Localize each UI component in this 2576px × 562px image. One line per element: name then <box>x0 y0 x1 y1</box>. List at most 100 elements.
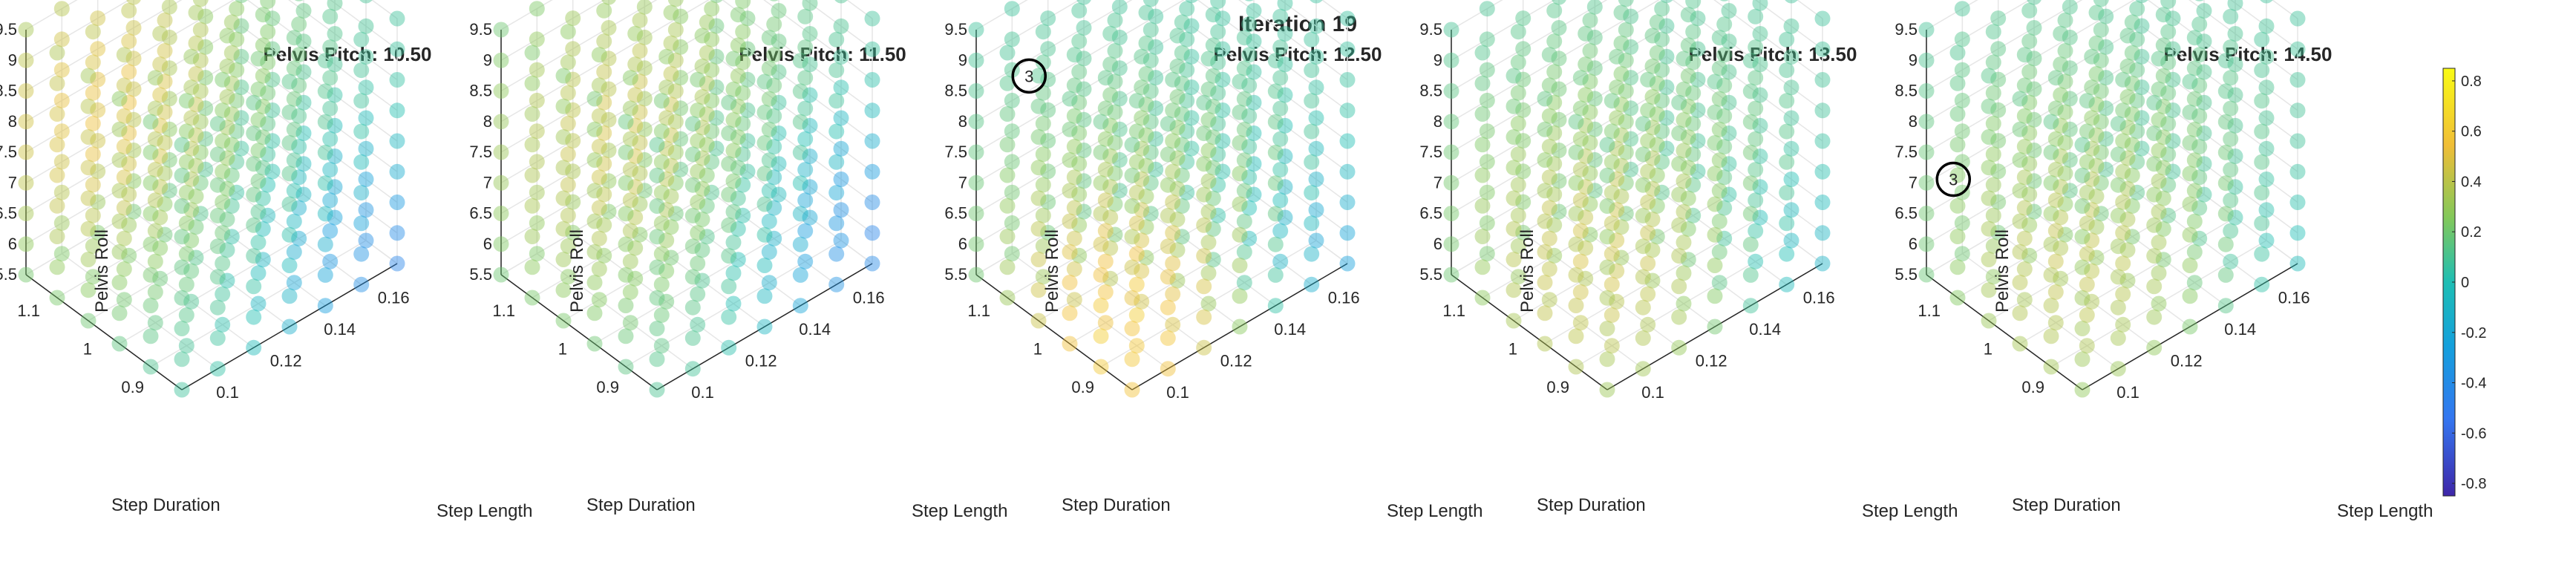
x-tick-label: 0.16 <box>1328 288 1360 307</box>
data-point <box>1609 140 1625 157</box>
data-point <box>1102 270 1119 287</box>
data-point <box>1124 290 1140 306</box>
data-point <box>529 246 545 262</box>
data-point <box>2217 114 2234 130</box>
data-point <box>1506 129 1522 145</box>
data-point <box>529 123 545 140</box>
data-point <box>1267 83 1284 99</box>
data-point <box>197 161 214 177</box>
data-point <box>828 276 845 293</box>
data-point <box>157 104 173 120</box>
data-point <box>1954 1 1970 17</box>
data-point <box>1954 31 1970 48</box>
data-point <box>618 114 634 130</box>
data-point <box>183 232 200 249</box>
data-point <box>90 10 106 27</box>
data-point <box>1232 258 1248 273</box>
data-point <box>2155 98 2171 114</box>
data-point <box>2027 0 2041 5</box>
data-point <box>730 220 746 237</box>
data-point <box>1148 8 1164 24</box>
data-point <box>2227 87 2243 103</box>
data-point <box>2227 148 2243 164</box>
data-point <box>2047 315 2064 331</box>
data-point <box>739 41 756 57</box>
data-point <box>2021 64 2038 80</box>
data-point <box>756 318 773 335</box>
data-point <box>1918 267 1935 283</box>
data-point <box>1185 0 1198 4</box>
data-point <box>1918 52 1935 68</box>
data-point <box>2062 121 2078 137</box>
data-point <box>353 62 370 79</box>
data-point <box>188 219 204 235</box>
data-point <box>1572 131 1589 147</box>
data-point <box>1568 328 1584 344</box>
data-point <box>188 35 204 51</box>
data-point <box>1568 298 1584 313</box>
data-point <box>591 47 607 63</box>
data-point <box>49 167 65 183</box>
data-point <box>2129 93 2145 109</box>
data-point <box>1134 293 1150 310</box>
data-point <box>1613 127 1629 143</box>
data-point <box>2191 200 2208 216</box>
data-point <box>260 146 276 163</box>
data-point <box>1721 156 1737 172</box>
z-tick-label: 7 <box>483 173 492 192</box>
data-point <box>219 27 235 44</box>
data-point <box>1138 127 1154 143</box>
data-point <box>1779 123 1795 140</box>
data-point <box>1676 173 1692 189</box>
data-point <box>1537 305 1553 321</box>
colorbar-tick-label: -0.8 <box>2461 476 2486 492</box>
data-point <box>1599 259 1615 275</box>
data-point <box>1169 58 1186 74</box>
data-point <box>1685 85 1701 101</box>
data-point <box>2115 71 2131 88</box>
data-point <box>260 177 276 193</box>
data-point <box>90 224 106 241</box>
data-point <box>1107 43 1123 59</box>
data-point <box>1990 102 2007 118</box>
data-point <box>1128 93 1145 109</box>
data-point <box>2146 278 2163 295</box>
data-point <box>1618 52 1634 68</box>
data-point <box>317 206 333 222</box>
data-point <box>1582 226 1598 243</box>
data-point <box>649 321 665 336</box>
data-point <box>264 102 281 118</box>
data-point <box>632 73 648 90</box>
data-point <box>524 229 540 244</box>
data-point <box>1783 18 1799 34</box>
data-point <box>161 0 177 15</box>
data-point <box>1537 183 1553 199</box>
data-point <box>246 309 262 325</box>
data-point <box>792 298 808 314</box>
data-point <box>1644 58 1661 74</box>
data-point <box>2016 230 2033 246</box>
data-point <box>1236 30 1252 46</box>
data-point <box>1568 267 1584 283</box>
data-point <box>2289 195 2306 210</box>
data-point <box>968 267 984 283</box>
data-point <box>233 140 249 157</box>
data-point <box>2182 196 2198 212</box>
data-point <box>1102 209 1119 226</box>
data-point <box>2155 160 2171 176</box>
z-tick-label: 6.5 <box>469 204 492 223</box>
data-point <box>653 246 670 262</box>
data-point <box>53 123 70 140</box>
panel-ticks: 5.566.577.588.599.50.911.10.10.120.140.1… <box>0 20 410 402</box>
data-point <box>2258 18 2275 34</box>
data-point <box>756 135 773 151</box>
highlight-marker: 3 <box>1011 58 1047 94</box>
data-point <box>1640 194 1656 210</box>
data-point <box>999 75 1016 91</box>
data-point <box>1541 292 1557 308</box>
data-point <box>1035 54 1051 71</box>
data-point <box>2012 213 2028 229</box>
data-point <box>1030 282 1047 298</box>
data-point <box>2186 91 2203 107</box>
data-point <box>2084 171 2100 187</box>
